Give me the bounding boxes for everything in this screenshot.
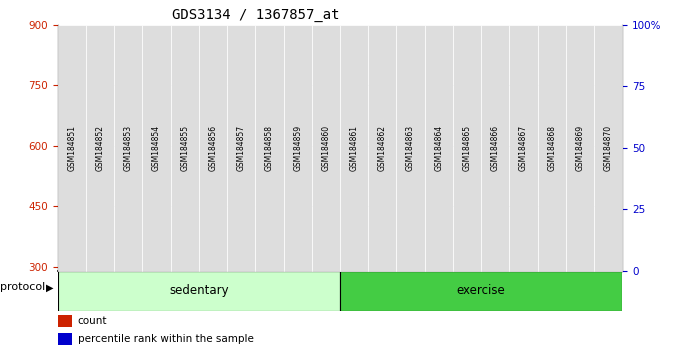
Text: GSM184856: GSM184856 (209, 125, 218, 171)
Bar (199, 25, 227, 271)
Bar (456, 168, 477, 354)
Bar (453, 25, 481, 271)
Title: GDS3134 / 1367857_at: GDS3134 / 1367857_at (171, 8, 339, 22)
Text: GSM184869: GSM184869 (575, 125, 584, 171)
Text: GSM184861: GSM184861 (350, 125, 358, 171)
Point (602, 81, 613, 87)
Point (320, 86, 331, 92)
Bar (171, 25, 199, 271)
Point (518, 96, 529, 102)
Bar (598, 150, 619, 354)
Bar (58, 315, 72, 327)
Text: GSM184855: GSM184855 (180, 125, 189, 171)
Bar (58, 271, 340, 311)
Bar (231, 174, 252, 354)
Point (67, 64, 78, 69)
Point (575, 88, 585, 94)
Bar (566, 25, 594, 271)
Bar (481, 25, 509, 271)
Bar (594, 25, 622, 271)
Bar (372, 263, 393, 354)
Point (95, 79, 105, 84)
Point (546, 96, 557, 102)
Text: GSM184865: GSM184865 (462, 125, 471, 171)
Bar (541, 209, 562, 354)
Text: GSM184863: GSM184863 (406, 125, 415, 171)
Bar (513, 209, 534, 354)
Point (264, 101, 275, 106)
Bar (146, 144, 167, 354)
Text: GSM184864: GSM184864 (435, 125, 443, 171)
Point (490, 81, 500, 87)
Point (377, 113, 388, 119)
Bar (284, 25, 312, 271)
Point (349, 74, 360, 79)
Point (405, 81, 416, 87)
Bar (340, 25, 369, 271)
Text: GSM184852: GSM184852 (96, 125, 105, 171)
Point (123, 74, 134, 79)
Text: GSM184868: GSM184868 (547, 125, 556, 171)
Bar (569, 251, 590, 354)
Text: ▶: ▶ (46, 282, 54, 292)
Text: GSM184862: GSM184862 (378, 125, 387, 171)
Bar (425, 25, 453, 271)
Text: GSM184860: GSM184860 (322, 125, 330, 171)
Bar (203, 154, 224, 354)
Text: GSM184858: GSM184858 (265, 125, 274, 171)
Point (433, 84, 444, 89)
Bar (114, 25, 143, 271)
Bar (369, 25, 396, 271)
Bar (509, 25, 538, 271)
Bar (396, 25, 425, 271)
Bar (287, 53, 308, 354)
Point (462, 84, 473, 89)
Bar (86, 25, 114, 271)
Bar (428, 194, 449, 354)
Bar (259, 251, 280, 354)
Bar (227, 25, 256, 271)
Bar (400, 190, 421, 354)
Bar (485, 150, 506, 354)
Text: GSM184854: GSM184854 (152, 125, 161, 171)
Bar (343, 91, 364, 354)
Bar (312, 25, 340, 271)
Bar (256, 25, 284, 271)
Bar (58, 333, 72, 345)
Text: sedentary: sedentary (169, 285, 228, 297)
Text: GSM184857: GSM184857 (237, 125, 245, 171)
Bar (538, 25, 566, 271)
Point (292, 66, 303, 72)
Bar (340, 271, 622, 311)
Text: protocol: protocol (0, 282, 46, 292)
Text: percentile rank within the sample: percentile rank within the sample (78, 334, 254, 344)
Bar (61, 114, 82, 354)
Point (180, 81, 190, 87)
Point (236, 91, 247, 97)
Text: count: count (78, 316, 107, 326)
Bar (174, 174, 195, 354)
Bar (316, 140, 337, 354)
Bar (118, 118, 139, 354)
Bar (90, 164, 111, 354)
Text: GSM184851: GSM184851 (67, 125, 76, 171)
Bar (143, 25, 171, 271)
Text: GSM184870: GSM184870 (604, 125, 613, 171)
Point (207, 81, 218, 87)
Point (151, 81, 162, 87)
Text: exercise: exercise (457, 285, 505, 297)
Bar (58, 25, 86, 271)
Text: GSM184853: GSM184853 (124, 125, 133, 171)
Text: GSM184859: GSM184859 (293, 125, 302, 171)
Text: GSM184866: GSM184866 (491, 125, 500, 171)
Text: GSM184867: GSM184867 (519, 125, 528, 171)
